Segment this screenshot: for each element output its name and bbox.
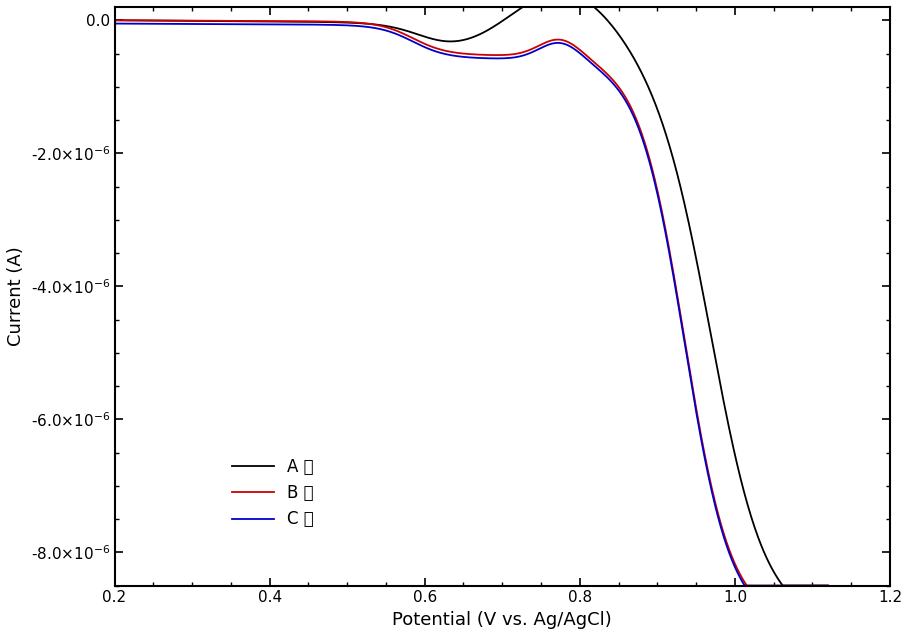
B 사 [153, 17, 164, 24]
B 사 [109, 17, 120, 24]
A 사 [823, 582, 834, 590]
A 사 [651, 103, 662, 111]
A 사 [724, 427, 735, 435]
A 사 [524, 3, 535, 11]
B 사 [650, 179, 661, 187]
C 사 [542, 41, 553, 49]
Line: A 사: A 사 [115, 7, 828, 586]
Line: B 사: B 사 [115, 20, 828, 586]
C 사 [109, 20, 120, 27]
B 사 [542, 38, 553, 46]
C 사 [650, 183, 661, 190]
C 사 [739, 582, 750, 590]
X-axis label: Potential (V vs. Ag/AgCl): Potential (V vs. Ag/AgCl) [393, 611, 612, 629]
Y-axis label: Current (A): Current (A) [7, 246, 25, 346]
C 사 [564, 42, 574, 50]
C 사 [724, 548, 734, 556]
A 사 [564, 3, 575, 11]
B 사 [524, 46, 534, 54]
A 사 [109, 17, 120, 24]
A 사 [778, 582, 789, 590]
C 사 [153, 20, 164, 27]
A 사 [153, 17, 164, 24]
Legend: A 사, B 사, C 사: A 사, B 사, C 사 [224, 450, 322, 537]
C 사 [524, 50, 534, 57]
A 사 [543, 3, 554, 11]
B 사 [823, 582, 834, 590]
B 사 [564, 39, 574, 46]
Line: C 사: C 사 [115, 24, 828, 586]
A 사 [518, 3, 529, 11]
C 사 [823, 582, 834, 590]
B 사 [724, 545, 734, 553]
B 사 [742, 582, 753, 590]
